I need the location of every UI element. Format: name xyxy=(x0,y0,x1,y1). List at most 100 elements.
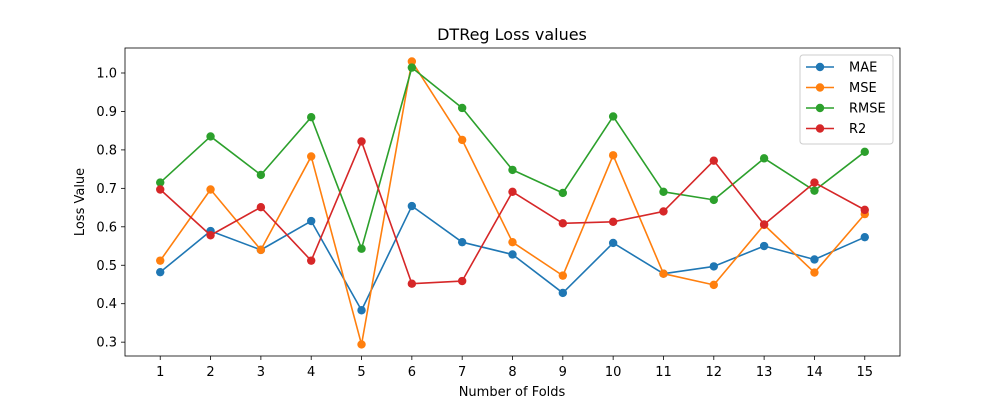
data-point-mse xyxy=(709,280,718,290)
data-point-mae xyxy=(407,201,417,211)
chart-title: DTReg Loss values xyxy=(437,25,587,44)
data-point-r2 xyxy=(608,217,618,227)
data-point-rmse xyxy=(357,244,366,253)
series-mse xyxy=(156,57,869,349)
series-rmse xyxy=(156,63,869,253)
x-tick-label: 13 xyxy=(756,365,773,380)
data-point-rmse xyxy=(256,170,266,180)
legend-label-rmse: RMSE xyxy=(849,102,886,117)
data-point-r2 xyxy=(156,185,165,194)
y-tick-label: 0.8 xyxy=(96,143,117,158)
x-tick-label: 7 xyxy=(458,365,466,380)
legend-label-mse: MSE xyxy=(849,81,877,96)
data-point-r2 xyxy=(457,276,467,286)
y-tick-label: 0.7 xyxy=(96,182,117,197)
data-point-mse xyxy=(307,152,316,161)
legend: MAE MSE RMSE R2 xyxy=(799,54,894,145)
y-tick-label: 0.5 xyxy=(96,259,117,274)
y-axis: 0.3 0.4 0.5 0.6 0.7 0.8 0.9 1.0 xyxy=(96,66,125,351)
series-mae xyxy=(156,201,869,315)
data-point-mae xyxy=(357,306,366,315)
x-tick-label: 4 xyxy=(307,365,315,380)
data-point-mse xyxy=(457,135,467,145)
data-point-rmse xyxy=(407,63,417,72)
y-tick-label: 0.3 xyxy=(96,336,117,351)
data-point-mse xyxy=(407,57,417,66)
data-point-rmse xyxy=(759,154,769,163)
data-point-mse xyxy=(659,269,668,278)
data-point-rmse xyxy=(457,103,467,113)
data-point-mse xyxy=(558,271,568,280)
x-tick-label: 12 xyxy=(706,365,723,380)
y-axis-label: Loss Value xyxy=(73,168,88,236)
x-tick-label: 10 xyxy=(605,365,622,380)
data-point-r2 xyxy=(407,279,417,288)
data-point-r2 xyxy=(709,156,718,165)
x-tick-label: 1 xyxy=(156,365,164,380)
data-point-rmse xyxy=(810,186,819,195)
series-line-rmse xyxy=(159,66,866,250)
data-point-mae xyxy=(709,262,718,271)
data-point-mae xyxy=(860,232,869,242)
series-r2 xyxy=(156,137,869,288)
data-point-r2 xyxy=(810,178,819,187)
legend-marker-mse xyxy=(815,83,825,92)
data-point-rmse xyxy=(508,165,517,175)
data-point-rmse xyxy=(709,195,718,205)
data-point-rmse xyxy=(206,132,215,141)
data-point-r2 xyxy=(357,137,366,146)
data-point-mse xyxy=(357,340,366,349)
data-point-mse xyxy=(206,185,215,194)
x-tick-label: 11 xyxy=(655,365,672,380)
data-point-r2 xyxy=(659,207,668,216)
x-tick-label: 5 xyxy=(357,365,365,380)
x-tick-label: 6 xyxy=(408,365,416,380)
data-point-r2 xyxy=(558,219,568,228)
x-tick-label: 3 xyxy=(257,365,265,380)
x-tick-label: 15 xyxy=(856,365,873,380)
data-point-rmse xyxy=(307,113,316,122)
data-point-r2 xyxy=(307,256,316,265)
data-point-r2 xyxy=(860,205,869,215)
legend-marker-r2 xyxy=(815,124,825,133)
y-tick-label: 1.0 xyxy=(96,66,117,81)
legend-marker-rmse xyxy=(815,103,825,113)
data-point-mse xyxy=(508,237,517,247)
data-point-mae xyxy=(810,255,819,264)
data-point-mae xyxy=(156,267,165,277)
data-point-rmse xyxy=(156,178,165,187)
legend-label-mae: MAE xyxy=(849,61,877,76)
x-tick-label: 8 xyxy=(508,365,516,380)
y-tick-label: 0.4 xyxy=(96,297,117,312)
x-tick-label: 9 xyxy=(559,365,567,380)
x-tick-label: 14 xyxy=(806,365,823,380)
series-line-mse xyxy=(159,60,866,346)
data-point-r2 xyxy=(206,231,215,240)
data-point-r2 xyxy=(759,220,769,229)
data-point-mse xyxy=(156,256,165,265)
data-point-mae xyxy=(508,250,517,259)
legend-label-r2: R2 xyxy=(849,122,866,137)
series-layer xyxy=(156,57,869,349)
data-point-mse xyxy=(256,245,266,255)
x-axis-label: Number of Folds xyxy=(459,385,566,400)
legend-box xyxy=(799,54,894,145)
data-point-mse xyxy=(608,151,618,160)
data-point-rmse xyxy=(608,112,618,121)
data-point-r2 xyxy=(508,187,517,197)
data-point-rmse xyxy=(860,147,869,157)
data-point-mae xyxy=(608,238,618,248)
data-point-r2 xyxy=(256,202,266,212)
data-point-mae xyxy=(307,216,316,226)
data-point-mae xyxy=(558,288,568,298)
y-tick-label: 0.6 xyxy=(96,220,117,235)
data-point-rmse xyxy=(558,188,568,198)
legend-marker-mae xyxy=(815,62,825,72)
x-axis: 1 2 3 4 5 6 7 8 9 10 11 12 13 14 15 xyxy=(156,356,873,380)
data-point-rmse xyxy=(659,187,668,197)
plot-area xyxy=(124,47,901,357)
y-tick-label: 0.9 xyxy=(96,105,117,120)
x-tick-label: 2 xyxy=(206,365,214,380)
data-point-mae xyxy=(457,237,467,247)
data-point-mae xyxy=(759,241,769,251)
